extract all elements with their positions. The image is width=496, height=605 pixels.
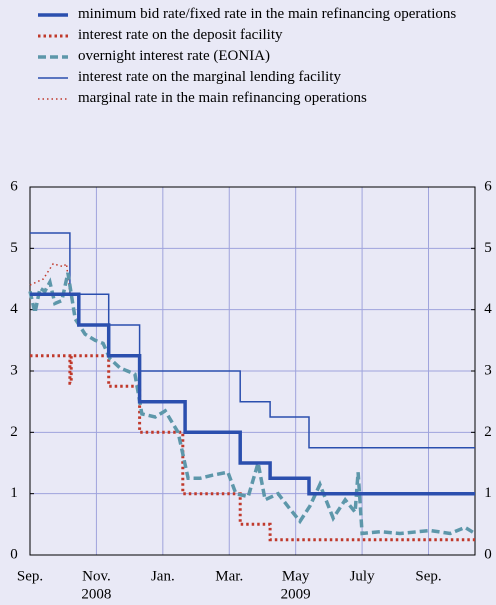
x-tick-label: Nov. (82, 568, 111, 584)
legend: minimum bid rate/fixed rate in the main … (0, 4, 496, 109)
x-tick-label: May (282, 568, 310, 584)
legend-swatch (38, 34, 68, 38)
series-line (30, 354, 475, 542)
legend-swatch (38, 98, 68, 100)
legend-label: interest rate on the deposit facility (78, 27, 283, 43)
x-tick-label: Sep. (17, 568, 43, 584)
y2-tick-label: 1 (484, 485, 492, 501)
y-tick-label: 3 (10, 362, 18, 378)
legend-label: minimum bid rate/fixed rate in the main … (78, 6, 457, 22)
x-tick-label: July (350, 568, 376, 584)
year-label: 2008 (81, 586, 111, 602)
y-tick-label: 6 (10, 178, 18, 194)
legend-entry: interest rate on the marginal lending fa… (0, 67, 478, 88)
y-tick-label: 0 (10, 546, 18, 562)
x-tick-label: Sep. (415, 568, 441, 584)
legend-swatch (38, 55, 68, 59)
legend-swatch (38, 13, 68, 17)
legend-entry: minimum bid rate/fixed rate in the main … (0, 4, 478, 25)
legend-entry: marginal rate in the main refinancing op… (0, 88, 478, 109)
y2-tick-label: 2 (484, 424, 492, 440)
y-tick-label: 4 (10, 301, 18, 317)
y2-tick-label: 0 (484, 546, 492, 562)
y-tick-label: 1 (10, 485, 18, 501)
y2-tick-label: 3 (484, 362, 492, 378)
legend-entry: overnight interest rate (EONIA) (0, 46, 478, 67)
legend-entry: interest rate on the deposit facility (0, 25, 478, 46)
y2-tick-label: 5 (484, 240, 492, 256)
y-tick-label: 2 (10, 424, 18, 440)
year-label: 2009 (281, 586, 311, 602)
y-tick-label: 5 (10, 240, 18, 256)
series-line (28, 272, 476, 536)
series-line (30, 292, 475, 496)
legend-label: marginal rate in the main refinancing op… (78, 90, 367, 106)
legend-swatch (38, 77, 68, 79)
x-tick-label: Mar. (215, 568, 243, 584)
legend-label: interest rate on the marginal lending fa… (78, 69, 341, 85)
legend-label: overnight interest rate (EONIA) (78, 48, 271, 64)
y2-tick-label: 6 (484, 178, 492, 194)
y2-tick-label: 4 (484, 301, 492, 317)
x-tick-label: Jan. (151, 568, 175, 584)
